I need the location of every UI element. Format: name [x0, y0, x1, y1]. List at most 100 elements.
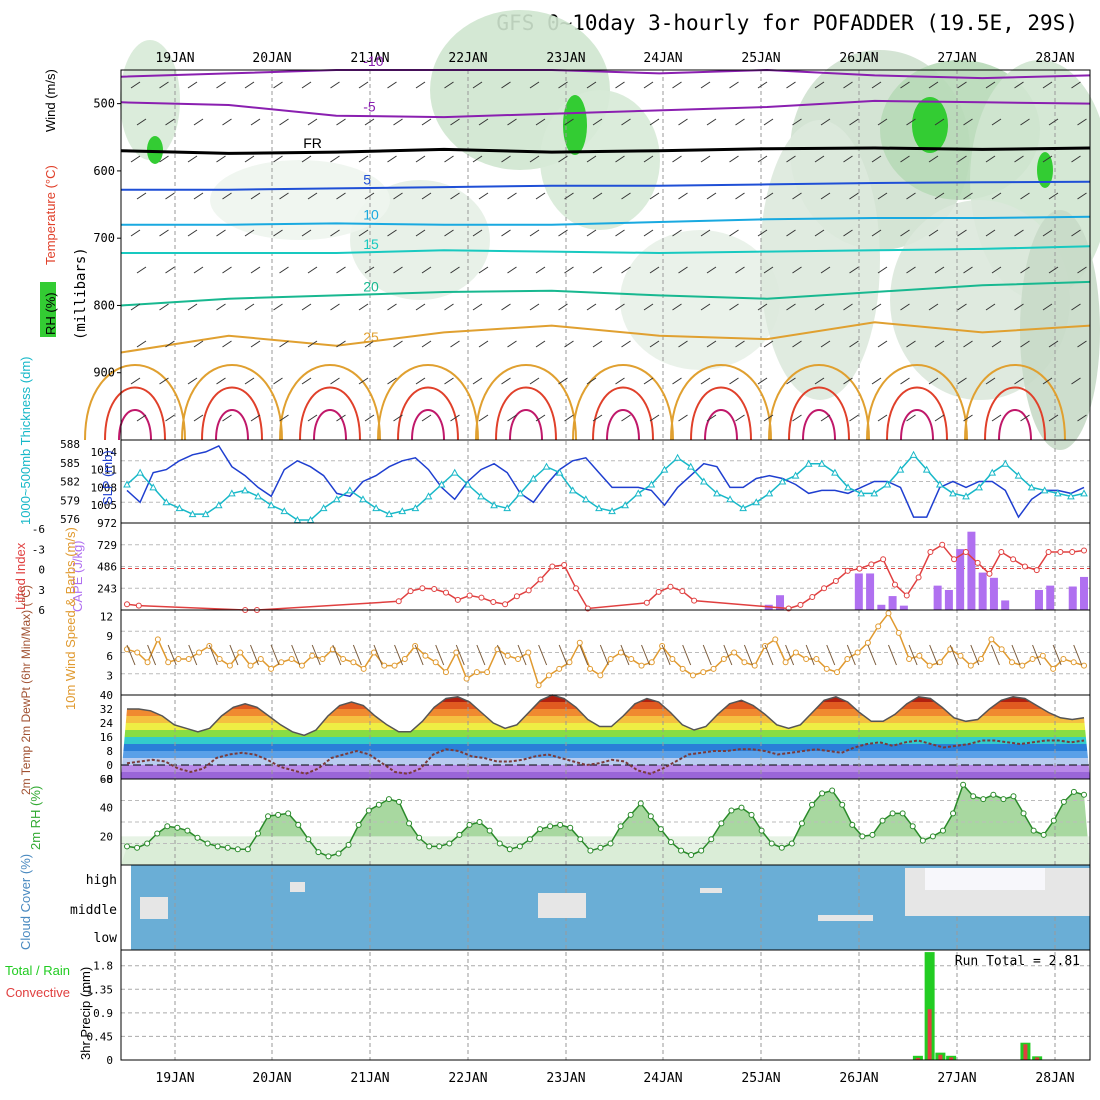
- lifted-index-marker: [1057, 549, 1064, 555]
- wind-barb: [501, 81, 511, 89]
- isotherm-loop: [704, 409, 738, 441]
- wind-barb: [564, 118, 574, 126]
- temp-tick-label: -8: [100, 773, 113, 786]
- wind-barb-10m: [147, 644, 157, 666]
- wind-barb: [729, 303, 739, 311]
- wind-barb: [301, 81, 312, 89]
- isotherm-loop: [998, 409, 1032, 441]
- wind-speed-marker: [504, 652, 511, 659]
- thickness-marker: [568, 486, 577, 494]
- wind-barb: [649, 192, 660, 200]
- wind-barb: [307, 266, 318, 274]
- isotherm-loop: [475, 364, 577, 441]
- wind-barb: [706, 192, 717, 200]
- wind-barb: [729, 377, 739, 385]
- wind-speed-marker: [257, 656, 264, 663]
- wind-barb: [216, 303, 226, 311]
- thickness-marker: [254, 492, 262, 500]
- thickness-marker: [529, 474, 538, 482]
- wind-speed-marker: [268, 665, 275, 672]
- wind-barb: [301, 229, 312, 237]
- wind-barb: [250, 414, 261, 422]
- wind-speed-marker: [926, 662, 933, 669]
- li-tick-label: -3: [32, 543, 45, 556]
- cape-bar: [1034, 589, 1043, 610]
- wind-barb-10m: [538, 644, 548, 666]
- wind-tick-label: 3: [106, 669, 113, 682]
- wind-barb: [535, 340, 546, 348]
- precip-convective-bar: [938, 1054, 943, 1060]
- date-label-bottom: 28JAN: [1035, 1071, 1074, 1086]
- isotherm-loop: [411, 409, 445, 441]
- wind-barb: [273, 377, 283, 385]
- cloud-cell-high: [925, 868, 1045, 890]
- wind-barb: [991, 414, 1002, 422]
- wind-barb: [763, 118, 774, 126]
- wind-barb: [136, 266, 147, 274]
- thickness-marker: [1040, 486, 1049, 494]
- precip-tick-label: 0: [106, 1054, 113, 1067]
- rh2m-marker: [829, 787, 836, 794]
- wind-barb: [415, 303, 426, 311]
- wind-speed-marker: [278, 659, 285, 666]
- wind-speed-marker: [772, 636, 779, 643]
- wind-speed-marker: [628, 656, 635, 663]
- rh2m-marker: [375, 801, 382, 808]
- wind-barb: [501, 377, 511, 385]
- cloud-level-label: high: [86, 873, 117, 888]
- wind-speed-marker: [463, 675, 470, 682]
- wind-barb: [1042, 229, 1053, 237]
- precip-tick-label: 0.9: [93, 1007, 113, 1020]
- slp-tick-label: 1005: [91, 499, 118, 512]
- wind-barb: [136, 118, 147, 126]
- thickness-marker: [542, 462, 551, 470]
- wind-barb: [444, 155, 454, 163]
- wind-speed-marker: [288, 656, 295, 663]
- wind-barb: [786, 377, 796, 385]
- thickness-marker: [949, 489, 957, 497]
- rh2m-marker: [1000, 796, 1007, 803]
- wind-barb: [763, 266, 774, 274]
- wind-speed-marker: [834, 669, 841, 676]
- slp-tick-label: 1014: [91, 446, 118, 459]
- thickness-marker: [804, 459, 813, 467]
- thickness-marker: [726, 495, 734, 503]
- rh2m-marker: [526, 836, 533, 843]
- rh2m-marker: [537, 826, 544, 833]
- lifted-index-marker: [537, 576, 544, 583]
- wind-barb: [472, 377, 483, 385]
- rh-high-shading: [1037, 152, 1053, 188]
- wind-barb: [1077, 118, 1087, 126]
- temp-tick-label: 0: [106, 759, 113, 772]
- wind-barb: [273, 155, 283, 163]
- isotherm-line: [121, 180, 1091, 191]
- rh2m-marker: [617, 823, 624, 830]
- rh2m-marker: [416, 834, 423, 841]
- wind-barb: [877, 414, 888, 422]
- wind-barb: [507, 118, 517, 126]
- wind-barb: [501, 229, 511, 237]
- thickness-marker: [883, 480, 892, 488]
- wind-barb: [672, 377, 682, 385]
- wind-speed-marker: [535, 682, 542, 689]
- wind-barb: [678, 118, 688, 126]
- rh2m-marker: [345, 841, 352, 848]
- wind-barb: [814, 303, 825, 311]
- li-tick-label: 3: [38, 584, 45, 597]
- wind-barb: [415, 377, 426, 385]
- cape-bar: [944, 589, 953, 610]
- wind-barb: [706, 118, 717, 126]
- wind-barb: [421, 192, 432, 200]
- lifted-index-marker: [549, 563, 556, 570]
- isotherm-loop: [802, 409, 836, 441]
- lifted-index-marker: [986, 570, 993, 577]
- rh2m-marker: [1030, 827, 1037, 834]
- wind-barb: [906, 266, 916, 274]
- wind-barb: [1042, 303, 1053, 311]
- wind-speed-marker: [957, 652, 964, 659]
- lifted-index-marker: [821, 585, 828, 592]
- wind-barb: [928, 155, 939, 163]
- rh2m-marker: [698, 847, 705, 854]
- wind-speed-marker: [978, 656, 985, 663]
- wind-barb: [1048, 266, 1059, 274]
